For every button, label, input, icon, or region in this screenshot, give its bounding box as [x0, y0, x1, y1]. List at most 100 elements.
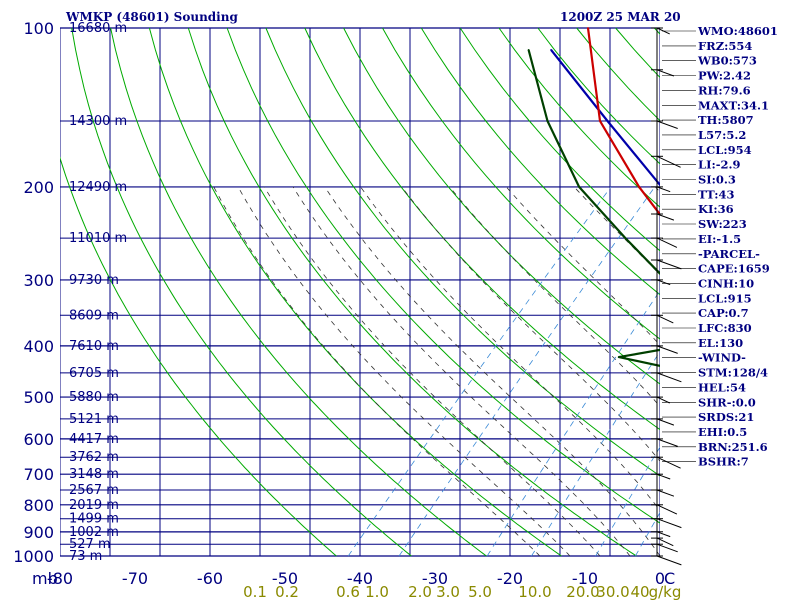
height-label: 2019 m [69, 498, 119, 513]
wind-barb [656, 120, 678, 129]
index-value: RH:79.6 [698, 83, 751, 97]
height-label: 73 m [69, 549, 102, 564]
parcel-profile-point [550, 49, 552, 51]
pressure-tick-label: 1000 [13, 547, 54, 566]
height-label: 4417 m [69, 432, 119, 447]
dewpoint-profile-point [527, 49, 530, 51]
pressure-tick-label: 600 [23, 430, 54, 449]
temperature-profile-point [587, 27, 589, 29]
height-label: 3762 m [69, 450, 119, 465]
temperature-profile-point [750, 314, 752, 316]
moist-adiabat-line [292, 186, 631, 557]
mixing-ratio-label: 5.0 [468, 583, 492, 600]
temperature-profile-point [599, 120, 601, 122]
dewpoint-profile-point [778, 489, 780, 491]
wind-barb [656, 279, 671, 286]
index-value: LI:-2.9 [698, 158, 741, 172]
temperature-tick-label: -70 [122, 569, 148, 588]
dry-adiabat-line [71, 27, 412, 557]
mixing-ratio-label: 1.0 [365, 583, 389, 600]
moist-adiabat-line [505, 186, 660, 346]
pressure-tick-label: 900 [23, 523, 54, 542]
pressure-tick-label: 300 [23, 271, 54, 290]
index-value: L57:5.2 [698, 128, 746, 142]
index-value: BRN:251.6 [698, 440, 768, 454]
wind-barb [656, 259, 682, 270]
temperature-tick-label: -40 [347, 569, 373, 588]
dry-adiabat-line [459, 27, 660, 252]
pressure-tick-label: 400 [23, 337, 54, 356]
index-value: -WIND- [698, 351, 746, 365]
mixing-ratio-line [486, 289, 660, 557]
index-value: CINH:10 [698, 276, 754, 290]
index-value: SRDS:21 [698, 410, 754, 424]
wind-barb [656, 314, 674, 324]
mixing-ratio-line [595, 446, 660, 557]
index-value: LCL:954 [698, 143, 752, 157]
wind-barb [656, 555, 682, 566]
dry-adiabat-line [148, 27, 562, 557]
temperature-profile-point [789, 418, 791, 420]
index-value: CAP:0.7 [698, 306, 749, 320]
height-label: 14300 m [69, 114, 127, 129]
pressure-tick-label: 100 [23, 19, 54, 38]
temperature-tick-label: -10 [572, 569, 598, 588]
mixing-ratio-label: g/kg [649, 583, 682, 600]
wind-barb [656, 186, 671, 193]
profile-layer [527, 27, 791, 491]
mixing-ratio-label: 2.0 [408, 583, 432, 600]
wind-barb [656, 345, 678, 354]
index-value: PW:2.42 [698, 69, 751, 83]
index-value: EL:130 [698, 336, 743, 350]
mixing-ratio-label: 40 [630, 583, 649, 600]
wind-barb [656, 69, 675, 77]
wind-barb [656, 531, 671, 538]
index-value: LCL:915 [698, 291, 752, 305]
wind-barb [656, 456, 681, 469]
height-label: 9730 m [69, 273, 119, 288]
mixing-ratio-line [531, 350, 660, 557]
index-value: SW:223 [698, 217, 747, 231]
wind-barb [656, 537, 674, 547]
dewpoint-profile-point [618, 356, 620, 358]
height-label: 12490 m [69, 180, 127, 195]
mixing-ratio-line [764, 187, 800, 556]
moist-adiabat-line [213, 186, 541, 557]
mixing-ratio-label: 10.0 [518, 583, 551, 600]
mixing-ratio-label: 3.0 [436, 583, 460, 600]
temperature-tick-label: -50 [272, 569, 298, 588]
height-label: 1002 m [69, 525, 119, 540]
dewpoint-profile-point [546, 120, 549, 122]
height-label: 5880 m [69, 390, 119, 405]
height-label: 2567 m [69, 483, 119, 498]
temperature-profile-point [761, 345, 763, 347]
height-label: 6705 m [69, 366, 119, 381]
mixing-ratio-label: 0.1 [243, 583, 267, 600]
height-label: 8609 m [69, 308, 119, 323]
dewpoint-profile-point [578, 186, 580, 188]
index-value: EHI:0.5 [698, 425, 747, 439]
moist-adiabat-line [401, 186, 660, 462]
mixing-ratio-line [635, 511, 660, 557]
moist-adiabat-line [324, 186, 660, 557]
dry-adiabat-line [226, 27, 660, 524]
dry-adiabat-line [382, 27, 660, 340]
index-value: FRZ:554 [698, 39, 752, 53]
wind-barb [656, 372, 682, 383]
index-value: TT:43 [698, 187, 735, 201]
dewpoint-profile-line [527, 49, 660, 367]
height-label: 7610 m [69, 339, 119, 354]
index-value: -PARCEL- [698, 247, 760, 261]
parcel-profile-point [779, 345, 781, 347]
temperature-profile-point [777, 396, 779, 398]
wind-barb [656, 438, 678, 447]
y-axis-unit-label: mb [32, 569, 58, 588]
wind-barb [656, 543, 678, 553]
x-axis-unit-label: C [664, 569, 675, 588]
mixing-ratio-label: 20.0 [566, 583, 599, 600]
index-value: SI:0.3 [698, 173, 736, 187]
wind-barb [656, 418, 675, 426]
dewpoint-profile-point [758, 456, 760, 458]
indices-panel: WMO:48601FRZ:554WB0:573PW:2.42RH:79.6MAX… [662, 24, 778, 469]
